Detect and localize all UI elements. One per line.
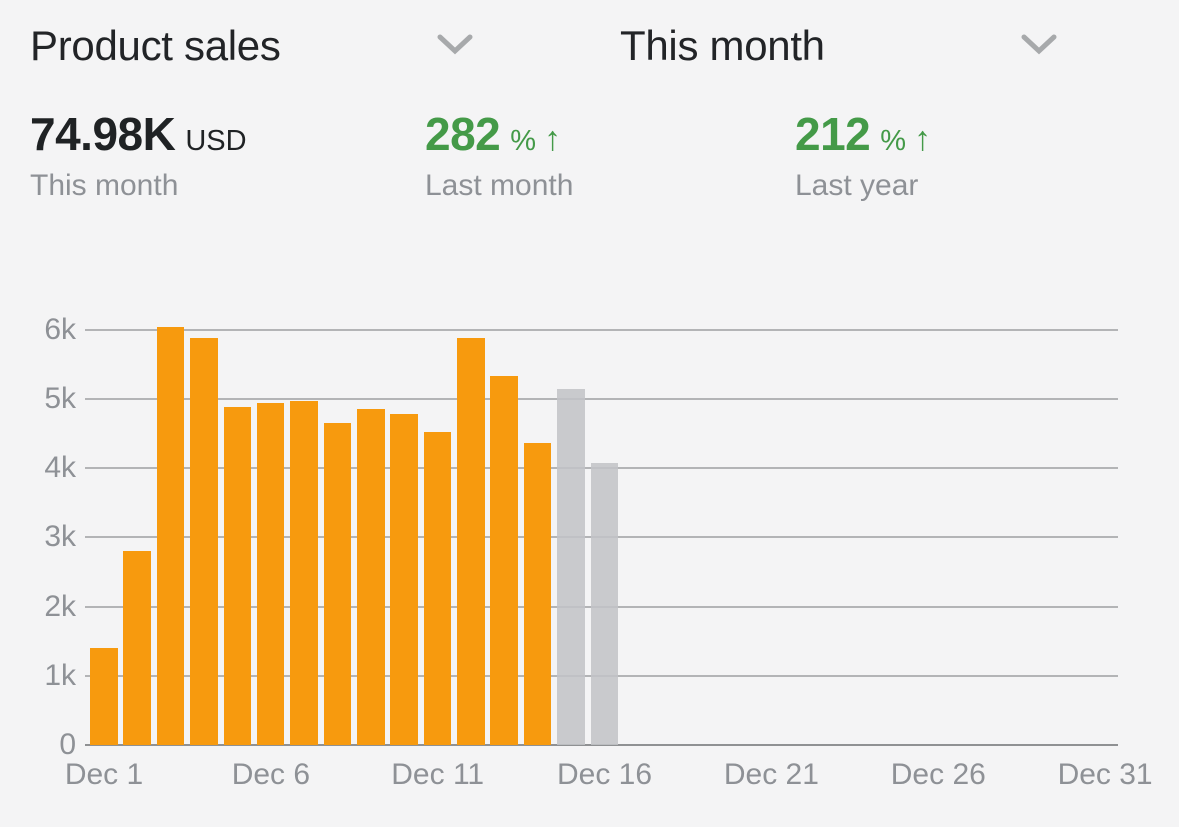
x-axis-tick-label: Dec 6 bbox=[231, 758, 311, 791]
total-sales-period-label: This month bbox=[30, 169, 179, 202]
x-axis-tick-label: Dec 31 bbox=[1057, 758, 1153, 791]
bar-dec-5[interactable] bbox=[223, 406, 251, 745]
bar-dec-2[interactable] bbox=[123, 551, 151, 745]
x-axis-tick-label: Dec 11 bbox=[391, 758, 485, 791]
y-gridline bbox=[85, 328, 1118, 331]
bar-dec-8[interactable] bbox=[323, 422, 352, 745]
change-vs-last-year-value: 212 bbox=[795, 108, 871, 160]
x-axis-tick-label: Dec 21 bbox=[723, 758, 819, 791]
y-axis-tick-label: 0 bbox=[59, 728, 76, 761]
change-vs-last-year-metric: 212 % ↑ Last year bbox=[795, 108, 931, 203]
bar-dec-11[interactable] bbox=[423, 432, 452, 745]
y-gridline bbox=[85, 398, 1118, 401]
bar-dec-10[interactable] bbox=[390, 413, 418, 745]
percent-sign: % bbox=[510, 125, 537, 157]
bar-dec-14[interactable] bbox=[523, 443, 552, 745]
change-vs-last-year-label: Last year bbox=[795, 169, 919, 202]
total-sales-metric: 74.98K USD This month bbox=[30, 108, 247, 203]
bar-dec-7[interactable] bbox=[290, 401, 318, 745]
y-axis-tick-label: 3k bbox=[44, 520, 76, 554]
x-axis-tick-label: Dec 26 bbox=[890, 758, 986, 791]
chevron-down-icon bbox=[437, 34, 473, 55]
change-vs-last-month-value: 282 bbox=[425, 108, 501, 160]
metric-selector-label: Product sales bbox=[30, 22, 281, 69]
percent-sign: % bbox=[880, 125, 907, 157]
change-vs-last-month-metric: 282 % ↑ Last month bbox=[425, 108, 573, 203]
y-axis-tick-label: 4k bbox=[44, 451, 76, 485]
bar-dec-13[interactable] bbox=[490, 376, 518, 745]
y-axis-tick-label: 1k bbox=[44, 658, 76, 692]
bar-dec-16[interactable] bbox=[590, 462, 618, 745]
bar-dec-3[interactable] bbox=[156, 327, 185, 745]
bar-dec-1[interactable] bbox=[90, 648, 118, 745]
trend-up-arrow-icon: ↑ bbox=[544, 120, 562, 158]
x-axis-line bbox=[85, 744, 1118, 746]
bar-dec-12[interactable] bbox=[457, 337, 485, 745]
bar-dec-4[interactable] bbox=[190, 338, 218, 745]
period-selector-label: This month bbox=[620, 22, 825, 69]
total-sales-currency: USD bbox=[185, 125, 247, 157]
total-sales-value: 74.98K bbox=[30, 108, 176, 160]
y-axis-tick-label: 5k bbox=[44, 382, 76, 416]
bar-dec-9[interactable] bbox=[357, 408, 385, 745]
x-axis-tick-label: Dec 1 bbox=[64, 758, 144, 791]
bar-dec-15[interactable] bbox=[557, 388, 585, 745]
metric-selector-dropdown[interactable]: Product sales bbox=[30, 20, 473, 72]
chevron-down-icon bbox=[1021, 34, 1057, 55]
x-axis-tick-label: Dec 16 bbox=[556, 758, 653, 791]
change-vs-last-month-label: Last month bbox=[425, 169, 574, 202]
y-axis-tick-label: 6k bbox=[44, 312, 76, 346]
trend-up-arrow-icon: ↑ bbox=[914, 120, 932, 158]
bar-dec-6[interactable] bbox=[256, 403, 285, 745]
y-axis-tick-label: 2k bbox=[44, 589, 76, 623]
period-selector-dropdown[interactable]: This month bbox=[620, 20, 1057, 72]
